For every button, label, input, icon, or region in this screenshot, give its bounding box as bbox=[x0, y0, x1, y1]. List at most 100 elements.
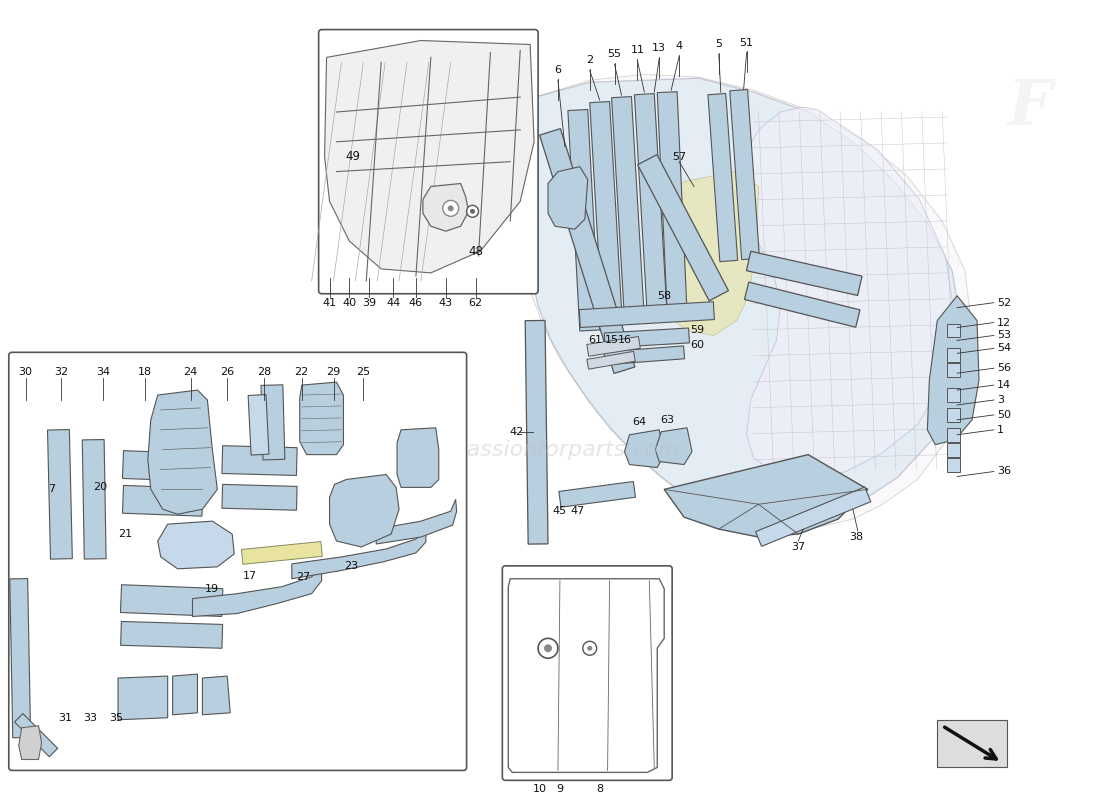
Text: 64: 64 bbox=[632, 417, 647, 427]
Polygon shape bbox=[947, 388, 960, 402]
Text: 49: 49 bbox=[345, 150, 361, 163]
Text: 17: 17 bbox=[243, 570, 257, 581]
Text: 2: 2 bbox=[586, 55, 593, 66]
Polygon shape bbox=[121, 622, 222, 648]
Polygon shape bbox=[118, 676, 167, 720]
Polygon shape bbox=[947, 363, 960, 377]
Text: 51: 51 bbox=[739, 38, 754, 47]
Polygon shape bbox=[528, 78, 962, 529]
Polygon shape bbox=[658, 171, 759, 335]
Text: 13: 13 bbox=[652, 43, 667, 54]
Text: 28: 28 bbox=[257, 367, 271, 377]
Text: 19: 19 bbox=[206, 584, 219, 594]
Polygon shape bbox=[658, 92, 688, 313]
Text: 41: 41 bbox=[322, 298, 337, 308]
Text: 26: 26 bbox=[220, 367, 234, 377]
Text: 22: 22 bbox=[295, 367, 309, 377]
Text: 4: 4 bbox=[675, 42, 683, 51]
Polygon shape bbox=[586, 337, 640, 356]
Text: 11: 11 bbox=[630, 46, 645, 55]
Text: lic-passionforparts.com: lic-passionforparts.com bbox=[420, 440, 680, 460]
Text: 42: 42 bbox=[509, 426, 524, 437]
Polygon shape bbox=[222, 485, 297, 510]
Text: 23: 23 bbox=[344, 561, 359, 571]
Text: 55: 55 bbox=[607, 50, 621, 59]
Polygon shape bbox=[14, 714, 57, 757]
Polygon shape bbox=[241, 542, 322, 564]
Polygon shape bbox=[927, 296, 979, 445]
Circle shape bbox=[544, 644, 552, 652]
Polygon shape bbox=[739, 107, 955, 479]
Circle shape bbox=[587, 646, 592, 650]
Text: 35: 35 bbox=[109, 713, 123, 722]
Text: 3: 3 bbox=[997, 395, 1004, 405]
Polygon shape bbox=[397, 428, 439, 487]
Text: 59: 59 bbox=[690, 326, 704, 335]
Text: 58: 58 bbox=[657, 290, 671, 301]
Circle shape bbox=[583, 642, 596, 655]
Polygon shape bbox=[947, 428, 960, 442]
Polygon shape bbox=[525, 321, 548, 544]
Polygon shape bbox=[540, 129, 635, 374]
FancyBboxPatch shape bbox=[319, 30, 538, 294]
Text: 44: 44 bbox=[386, 298, 400, 308]
Polygon shape bbox=[664, 454, 868, 537]
Polygon shape bbox=[635, 94, 668, 316]
Polygon shape bbox=[548, 166, 587, 229]
Polygon shape bbox=[261, 385, 285, 460]
Polygon shape bbox=[747, 251, 862, 295]
Text: 15: 15 bbox=[605, 335, 618, 346]
Text: 40: 40 bbox=[342, 298, 356, 308]
Polygon shape bbox=[202, 676, 230, 714]
Text: 39: 39 bbox=[362, 298, 376, 308]
Text: 52: 52 bbox=[997, 298, 1011, 308]
Polygon shape bbox=[376, 499, 456, 544]
Circle shape bbox=[538, 638, 558, 658]
Polygon shape bbox=[612, 97, 645, 319]
Text: F: F bbox=[1008, 78, 1052, 138]
Polygon shape bbox=[82, 439, 106, 559]
Polygon shape bbox=[947, 323, 960, 338]
Polygon shape bbox=[559, 482, 636, 507]
Polygon shape bbox=[587, 351, 635, 369]
Polygon shape bbox=[173, 674, 198, 714]
FancyBboxPatch shape bbox=[9, 352, 466, 770]
Polygon shape bbox=[947, 442, 960, 457]
Text: 54: 54 bbox=[997, 343, 1011, 354]
Text: 18: 18 bbox=[138, 367, 152, 377]
Polygon shape bbox=[756, 487, 871, 546]
Polygon shape bbox=[745, 282, 860, 327]
Polygon shape bbox=[324, 41, 535, 273]
Text: 5: 5 bbox=[715, 39, 723, 50]
Text: 31: 31 bbox=[58, 713, 73, 722]
Text: 63: 63 bbox=[660, 415, 674, 425]
Text: 48: 48 bbox=[469, 245, 483, 258]
Text: 25: 25 bbox=[356, 367, 371, 377]
Circle shape bbox=[442, 200, 459, 216]
Text: 60: 60 bbox=[690, 340, 704, 350]
Polygon shape bbox=[604, 328, 690, 348]
Polygon shape bbox=[422, 183, 469, 231]
Text: 27: 27 bbox=[297, 572, 311, 582]
Polygon shape bbox=[604, 346, 684, 365]
Text: 12: 12 bbox=[997, 318, 1011, 327]
Polygon shape bbox=[10, 578, 31, 738]
Polygon shape bbox=[729, 90, 759, 260]
Polygon shape bbox=[580, 302, 714, 327]
Polygon shape bbox=[330, 474, 399, 547]
Text: 21: 21 bbox=[118, 529, 132, 539]
Polygon shape bbox=[122, 486, 204, 516]
Text: 24: 24 bbox=[184, 367, 198, 377]
Text: 33: 33 bbox=[84, 713, 97, 722]
Text: 30: 30 bbox=[19, 367, 33, 377]
Polygon shape bbox=[656, 428, 692, 465]
Polygon shape bbox=[147, 390, 218, 514]
Text: 47: 47 bbox=[571, 506, 585, 516]
Text: 43: 43 bbox=[439, 298, 453, 308]
Text: 16: 16 bbox=[617, 335, 631, 346]
Polygon shape bbox=[292, 529, 426, 578]
Text: 50: 50 bbox=[997, 410, 1011, 420]
Text: 8: 8 bbox=[596, 784, 603, 794]
Text: 10: 10 bbox=[534, 784, 547, 794]
Polygon shape bbox=[518, 74, 972, 529]
